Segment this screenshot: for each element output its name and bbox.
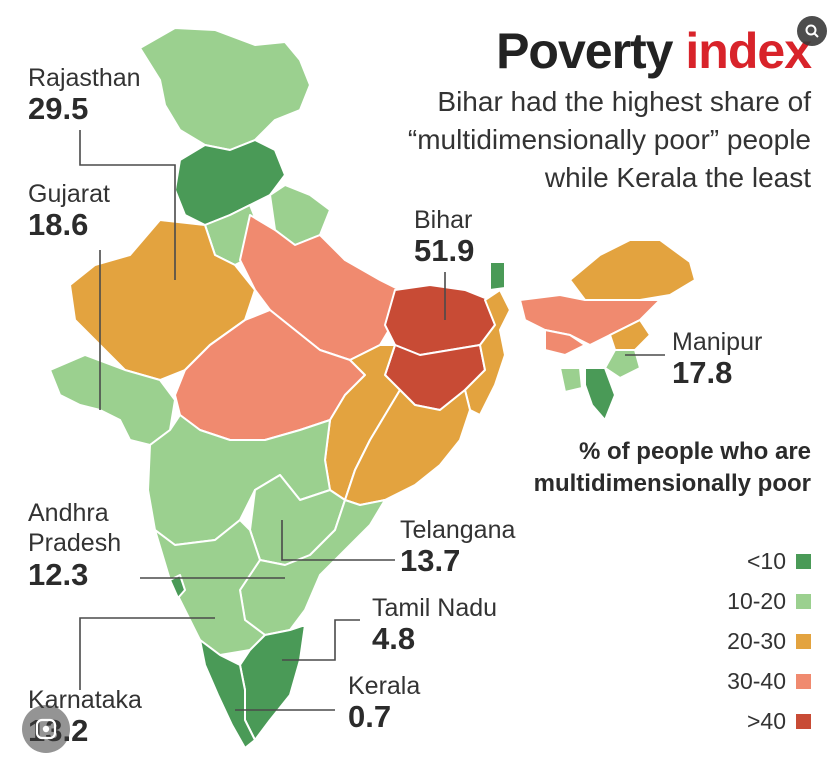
- page-title: Poverty index: [496, 22, 812, 80]
- legend-swatch: [796, 674, 811, 689]
- legend-label: 30-40: [727, 668, 786, 694]
- label-andhra-pradesh: Andhra Pradesh 12.3: [28, 498, 178, 592]
- state-name: Kerala: [348, 672, 421, 700]
- label-bihar: Bihar 51.9: [414, 206, 474, 268]
- state-name: Manipur: [672, 328, 763, 356]
- legend-label: <10: [746, 548, 786, 574]
- lens-zoom-icon[interactable]: [797, 16, 827, 46]
- legend-label: >40: [746, 708, 786, 734]
- leader-rajasthan: [79, 130, 176, 280]
- legend-title: % of people who are multidimensionally p…: [533, 438, 811, 497]
- title-accent: index: [685, 23, 812, 79]
- state-name: Bihar: [414, 206, 473, 234]
- state-value: 29.5: [28, 91, 89, 126]
- label-gujarat: Gujarat 18.6: [28, 180, 110, 242]
- region-nagaland: [609, 319, 651, 351]
- state-value: 12.3: [28, 557, 89, 592]
- state-name: Rajasthan: [28, 64, 141, 92]
- legend-label: 10-20: [727, 588, 786, 614]
- state-name: Telangana: [400, 516, 516, 544]
- legend-item: 30-40: [727, 668, 811, 695]
- lens-icon: [35, 718, 57, 740]
- state-value: 4.8: [372, 621, 416, 656]
- leader-lines: [79, 130, 665, 711]
- region-tripura: [559, 367, 583, 393]
- label-tamil-nadu: Tamil Nadu 4.8: [372, 594, 497, 656]
- region-jammu-kashmir: [139, 27, 311, 151]
- legend-item: 20-30: [727, 628, 811, 655]
- leader-tamil-nadu: [282, 619, 360, 661]
- legend-swatch: [796, 714, 811, 729]
- region-himachal-punjab: [174, 139, 286, 226]
- state-name: Gujarat: [28, 180, 110, 208]
- magnifier-icon: [805, 24, 819, 38]
- leader-karnataka: [79, 617, 215, 690]
- state-value: 0.7: [348, 699, 392, 734]
- leader-telangana: [281, 520, 395, 561]
- state-value: 17.8: [672, 355, 733, 390]
- label-manipur: Manipur 17.8: [672, 328, 762, 390]
- region-sikkim: [489, 261, 506, 291]
- visual-search-icon[interactable]: [22, 705, 70, 753]
- label-kerala: Kerala 0.7: [348, 672, 420, 734]
- subtitle: Bihar had the highest share of “multidim…: [407, 86, 811, 193]
- region-karnataka: [154, 519, 266, 656]
- state-value: 51.9: [414, 233, 475, 268]
- label-rajasthan: Rajasthan 29.5: [28, 64, 141, 126]
- legend-label: 20-30: [727, 628, 786, 654]
- region-goa: [169, 574, 186, 599]
- legend-item: 10-20: [727, 588, 811, 615]
- region-mizoram: [584, 367, 616, 421]
- legend-swatch: [796, 554, 811, 569]
- state-value: 18.6: [28, 207, 89, 242]
- state-name: Tamil Nadu: [372, 594, 498, 622]
- region-odisha: [344, 389, 471, 506]
- region-uttar-pradesh: [239, 214, 401, 361]
- region-manipur: [604, 349, 641, 379]
- region-meghalaya: [544, 329, 586, 356]
- state-name: Andhra Pradesh: [28, 499, 122, 557]
- state-value: 13.7: [400, 543, 461, 578]
- legend-swatch: [796, 634, 811, 649]
- legend-item: >40: [747, 708, 811, 735]
- label-telangana: Telangana 13.7: [400, 516, 515, 578]
- region-west-bengal: [464, 289, 511, 416]
- legend-swatch: [796, 594, 811, 609]
- legend-item: <10: [747, 548, 811, 575]
- title-main: Poverty: [496, 23, 673, 79]
- region-kerala: [199, 639, 256, 749]
- region-rajasthan: [69, 219, 256, 381]
- region-arunachal: [569, 239, 696, 301]
